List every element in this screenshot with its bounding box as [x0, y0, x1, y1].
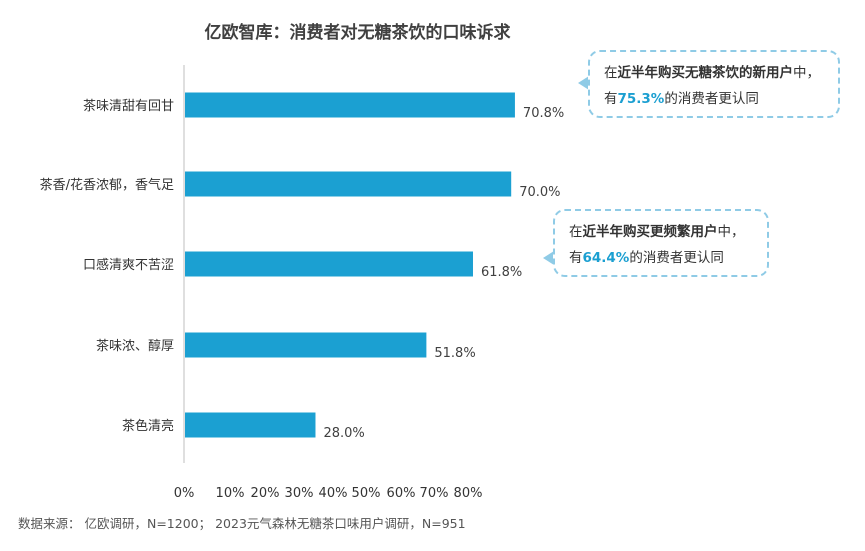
- category-label: 茶色清亮: [122, 418, 174, 434]
- callout-text: 的消费者更认同: [629, 250, 724, 266]
- x-tick-label: 60%: [387, 486, 416, 501]
- x-tick-label: 40%: [319, 486, 348, 501]
- callout-highlight: 近半年购买无糖茶饮的新用户: [617, 65, 794, 81]
- x-axis-ticks: 0% 10% 20% 30% 40% 50% 60% 70% 80%: [174, 486, 483, 501]
- callout-text: 的消费者更认同: [664, 91, 759, 107]
- callout-pointer: [578, 76, 589, 90]
- x-tick-label: 10%: [216, 486, 245, 501]
- value-label: 61.8%: [481, 265, 522, 280]
- callout-text: 中，: [793, 65, 820, 81]
- bar: [185, 332, 427, 358]
- bars-layer: [185, 92, 515, 438]
- x-tick-label: 50%: [352, 486, 381, 501]
- bar: [185, 251, 473, 277]
- x-tick-label: 30%: [285, 486, 314, 501]
- callout-percentage: 75.3%: [617, 91, 665, 107]
- bar: [185, 412, 316, 438]
- category-label: 茶味清甜有回甘: [83, 98, 174, 114]
- callout-percentage: 64.4%: [582, 250, 630, 266]
- value-label: 51.8%: [434, 346, 475, 361]
- callout-text: 有: [604, 91, 618, 107]
- callout-text: 中，: [717, 224, 745, 240]
- value-label: 70.8%: [523, 106, 564, 121]
- category-label: 茶香/花香浓郁，香气足: [40, 177, 174, 193]
- x-tick-label: 70%: [420, 486, 449, 501]
- callout-text: 有: [569, 250, 583, 266]
- callout-highlight: 近半年购买更频繁用户: [582, 224, 718, 240]
- value-label: 28.0%: [323, 426, 364, 441]
- x-tick-label: 80%: [454, 486, 483, 501]
- bar: [185, 92, 515, 118]
- callout-text: 在: [569, 224, 583, 240]
- source-note: 数据来源： 亿欧调研，N=1200； 2023元气森林无糖茶口味用户调研，N=9…: [18, 516, 466, 531]
- x-tick-label: 20%: [251, 486, 280, 501]
- callout-new-users: 在近半年购买无糖茶饮的新用户中， 有75.3%的消费者更认同: [588, 50, 840, 118]
- x-tick-label: 0%: [174, 486, 195, 501]
- callout-pointer: [543, 251, 554, 265]
- bar: [185, 171, 512, 197]
- category-label: 口感清爽不苦涩: [83, 257, 174, 273]
- callout-text: 在: [604, 65, 618, 81]
- value-labels: 70.8% 70.0% 61.8% 51.8% 28.0%: [323, 106, 564, 441]
- value-label: 70.0%: [519, 185, 560, 200]
- category-label: 茶味浓、醇厚: [96, 338, 174, 354]
- chart-title: 亿欧智库：消费者对无糖茶饮的口味诉求: [204, 23, 511, 43]
- callout-frequent-users: 在近半年购买更频繁用户中， 有64.4%的消费者更认同: [553, 209, 769, 277]
